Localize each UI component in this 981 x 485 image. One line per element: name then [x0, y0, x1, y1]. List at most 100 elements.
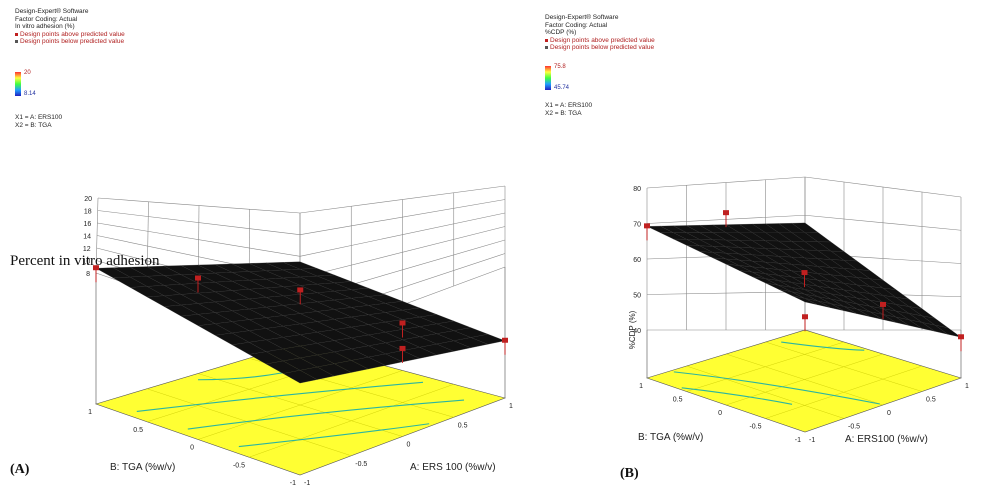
- color-scale-low: 8.14: [24, 91, 36, 97]
- a-tick-label: 0.5: [458, 422, 468, 429]
- contour-floor: [95, 342, 506, 476]
- a-tick-label: -1: [809, 437, 815, 444]
- legend-a: Design-Expert® Software Factor Coding: A…: [15, 8, 125, 46]
- b-tick-label: 1: [88, 409, 92, 416]
- b-tick-label: -1: [795, 437, 801, 444]
- contour-line: [681, 387, 793, 405]
- color-scale-low: 45.74: [554, 85, 570, 91]
- design-point-marker: [297, 287, 304, 293]
- a-tick-label: 0: [887, 410, 891, 417]
- b-tick-label: -0.5: [233, 462, 245, 469]
- design-point-marker: [644, 223, 650, 229]
- floor-grid-line: [765, 365, 923, 419]
- surface-plot-b: 80 70 60 50 40 -1 -0.5 0 0.5 1 -1 -0.5 0 0.5 1 A: ERS10…: [628, 176, 969, 445]
- design-point-marker: [723, 210, 729, 216]
- b-tick-label: 0: [718, 410, 722, 417]
- y-axis-label: B: TGA (%w/v): [638, 432, 703, 443]
- legend-below-text: Design points below predicted value: [550, 44, 655, 52]
- color-scale-bar: [15, 72, 21, 96]
- a-tick-label: 0: [407, 442, 411, 449]
- legend-below-item: Design points below predicted value: [15, 38, 125, 46]
- grey-dot-icon: [545, 46, 548, 50]
- z-tick-label: 60: [633, 257, 641, 264]
- grey-dot-icon: [15, 40, 18, 44]
- a-tick-label: -0.5: [848, 424, 860, 431]
- b-tick-label: 0.5: [673, 397, 683, 404]
- a-tick-label: 1: [965, 383, 969, 390]
- legend-factor-coding: Factor Coding: Actual: [545, 21, 608, 29]
- b-tick-label: -0.5: [749, 424, 761, 431]
- x-axis-label: A: ERS100 (%w/v): [845, 434, 928, 445]
- z-tick-label: 50: [633, 293, 641, 300]
- z-tick-label: 18: [84, 209, 92, 216]
- z-axis-label: %CDP (%): [628, 310, 637, 349]
- contour-line: [136, 381, 424, 413]
- color-scale-high: 20: [24, 70, 31, 76]
- floor-grid-line: [765, 341, 923, 392]
- chart-panel-b: Design-Expert® Software Factor Coding: A…: [520, 0, 981, 485]
- a-tick-label: 0.5: [926, 397, 936, 404]
- b-tick-label: 0: [190, 445, 194, 452]
- floor-grid-line: [725, 353, 884, 406]
- panel-label-a: (A): [10, 462, 30, 477]
- design-point-marker: [399, 345, 406, 351]
- floor-grid-line: [197, 370, 403, 440]
- design-point-marker: [93, 265, 99, 271]
- legend-software: Design-Expert® Software: [545, 14, 619, 21]
- z-tick-label: 16: [84, 221, 92, 228]
- design-point-marker: [195, 275, 201, 281]
- contour-line: [238, 423, 430, 448]
- b-tick-label: -1: [290, 480, 296, 485]
- b-tick-label: 1: [639, 383, 643, 390]
- legend-above-text: Design points above predicted value: [20, 30, 125, 38]
- surface-plot-a: 20 18 16 14 12 10 8 -1 -0.5 0 0.5 1 -1 -0.5 0 0.5 1 A: ER…: [83, 185, 513, 485]
- legend-below-text: Design points below predicted value: [20, 38, 125, 46]
- design-point-marker: [880, 301, 886, 307]
- b-tick-label: 0.5: [133, 427, 143, 434]
- color-scale-high: 75.8: [554, 64, 566, 70]
- contour-line: [187, 399, 465, 430]
- chart-panel-a: Design-Expert® Software Factor Coding: A…: [10, 8, 513, 485]
- design-point-marker: [958, 334, 964, 340]
- wall-grid-line: [95, 197, 99, 274]
- design-point-marker: [802, 314, 808, 320]
- z-tick-label: 14: [83, 234, 91, 241]
- z-tick-label: 40: [633, 328, 641, 335]
- legend-above-item: Design points above predicted value: [545, 37, 655, 45]
- legend-factors-a: X1 = A: ERS100 X2 = B: TGA: [15, 114, 62, 129]
- x-axis-label: A: ERS 100 (%w/v): [410, 462, 496, 473]
- z-axis-label-text: Percent in vitro adhesion: [10, 253, 160, 269]
- z-tick-label: 8: [86, 271, 90, 278]
- panel-label-b: (B): [620, 466, 639, 481]
- legend-above-item: Design points above predicted value: [15, 31, 125, 39]
- legend-x2: X2 = B: TGA: [545, 109, 582, 117]
- z-tick-label: 12: [83, 246, 91, 253]
- color-scale-bar: [545, 66, 551, 90]
- legend-response: %CDP (%): [545, 29, 577, 37]
- legend-factors-b: X1 = A: ERS100 X2 = B: TGA: [545, 102, 592, 117]
- legend-x1: X1 = A: ERS100: [545, 102, 593, 109]
- design-point-marker: [399, 320, 406, 326]
- legend-software: Design-Expert® Software: [15, 8, 89, 15]
- red-dot-icon: [15, 32, 18, 36]
- contour-line: [781, 341, 865, 351]
- legend-x2: X2 = B: TGA: [15, 121, 52, 129]
- z-tick-label: 20: [84, 196, 92, 203]
- design-point-marker: [502, 337, 508, 343]
- design-point-marker: [801, 270, 808, 276]
- legend-below-item: Design points below predicted value: [545, 44, 655, 52]
- surface-patch: [791, 222, 819, 233]
- legend-factor-coding: Factor Coding: Actual: [15, 15, 78, 23]
- floor-grid-line: [248, 384, 454, 458]
- surface-patch: [282, 261, 318, 270]
- a-tick-label: 1: [509, 403, 513, 410]
- legend-b: Design-Expert® Software Factor Coding: A…: [545, 14, 655, 52]
- y-axis-label: B: TGA (%w/v): [110, 462, 175, 473]
- a-tick-label: -1: [304, 480, 310, 485]
- legend-response: In vitro adhesion (%): [15, 23, 75, 31]
- legend-above-text: Design points above predicted value: [550, 36, 655, 44]
- z-tick-label: 70: [633, 222, 641, 229]
- legend-x1: X1 = A: ERS100: [15, 114, 63, 121]
- a-tick-label: -0.5: [355, 461, 367, 468]
- z-tick-label: 80: [633, 186, 641, 193]
